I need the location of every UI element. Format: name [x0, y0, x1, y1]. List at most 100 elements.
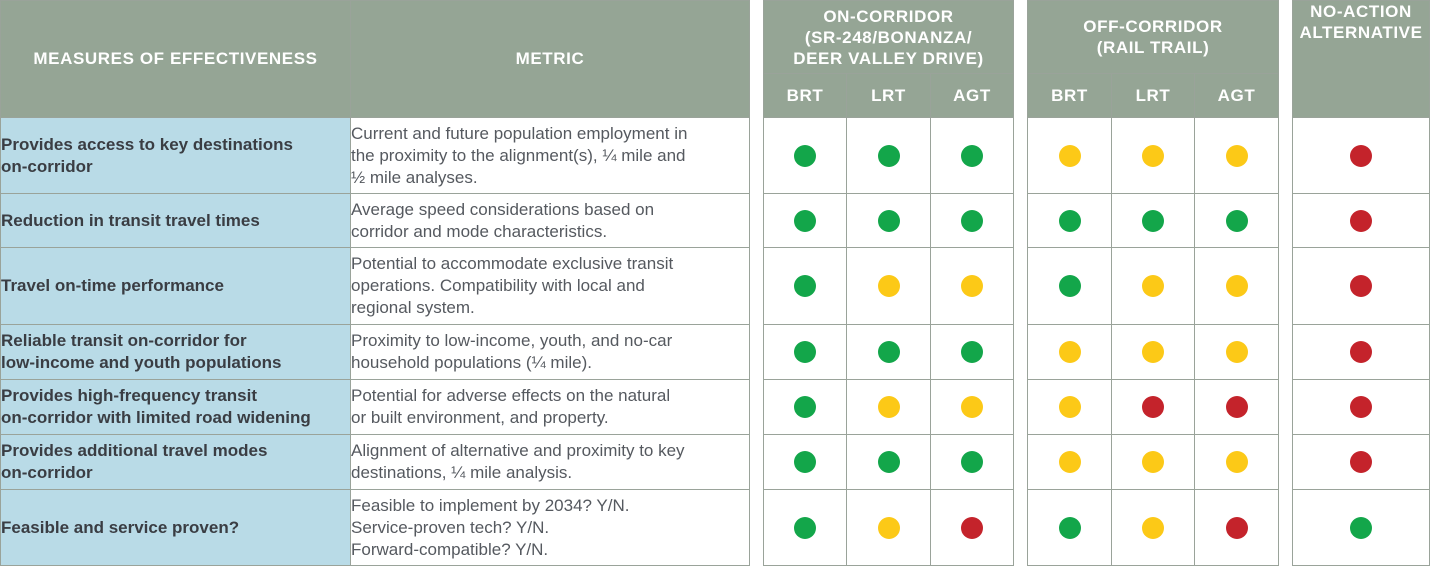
- no-action-subtitle: ALTERNATIVE: [1299, 23, 1423, 42]
- rating-dot-green: [877, 451, 900, 473]
- rating-dot-yellow: [1142, 516, 1164, 539]
- off-corridor-table: OFF-CORRIDOR (RAIL TRAIL) BRT LRT AGT: [1026, 0, 1280, 566]
- table-row: Provides additional travel modes on-corri…: [0, 434, 750, 490]
- on-brt-cell: [763, 193, 847, 248]
- on-brt-cell: [763, 247, 847, 325]
- rating-dot-red: [1350, 144, 1372, 167]
- metric-line: corridor and mode characteristics.: [351, 221, 608, 241]
- rating-dot-green: [794, 209, 816, 232]
- off-agt-cell: [1193, 489, 1280, 566]
- table-row: [763, 489, 1015, 566]
- on-agt-header: AGT: [929, 73, 1015, 118]
- rating-dot-yellow: [1058, 341, 1081, 363]
- rating-dot-green: [961, 451, 983, 473]
- metric-line: regional system.: [351, 298, 475, 317]
- off-agt-cell: [1193, 324, 1280, 380]
- on-brt-cell: [763, 117, 847, 194]
- metric-line: Potential for adverse effects on the nat…: [351, 386, 671, 405]
- measure-line: Provides additional travel modes: [1, 441, 268, 460]
- rating-dot-yellow: [1225, 451, 1248, 473]
- metric-line: Service-proven tech? Y/N.: [351, 517, 550, 537]
- off-agt-cell: [1193, 379, 1280, 435]
- off-lrt-cell: [1111, 247, 1195, 325]
- rating-dot-yellow: [1058, 144, 1081, 167]
- measure-line: on-corridor with limited road widening: [1, 408, 311, 427]
- no-action-cell: [1292, 193, 1430, 248]
- on-lrt-cell: [846, 117, 931, 194]
- no-action-title: NO-ACTION: [1310, 2, 1412, 21]
- off-agt-header: AGT: [1193, 73, 1280, 118]
- measure-cell: Feasible and service proven?: [0, 489, 351, 566]
- metric-header: METRIC: [350, 0, 750, 118]
- no-action-cell: [1292, 434, 1430, 490]
- metric-line: Forward-compatible? Y/N.: [351, 539, 549, 559]
- metric-line: Potential to accommodate exclusive trans…: [351, 254, 674, 273]
- measure-line: Provides access to key destinations: [1, 134, 293, 154]
- metric-line: ½ mile analyses.: [351, 167, 478, 187]
- rating-dot-green: [961, 341, 983, 363]
- metric-line: Alignment of alternative and proximity t…: [351, 441, 685, 460]
- on-agt-cell: [929, 193, 1015, 248]
- table-row: Reduction in transit travel times Average…: [0, 193, 750, 248]
- on-lrt-cell: [846, 379, 931, 435]
- rating-dot-red: [1350, 396, 1372, 418]
- rating-dot-yellow: [961, 396, 983, 418]
- table-row: Provides access to key destinations on-co…: [0, 117, 750, 194]
- on-corridor-table: ON-CORRIDOR (SR-248/BONANZA/ DEER VALLEY…: [762, 0, 1015, 566]
- off-brt-cell: [1027, 489, 1112, 566]
- measure-cell: Reliable transit on-corridor for low-inco…: [0, 324, 351, 380]
- table-row: [1027, 379, 1280, 435]
- rating-dot-yellow: [1142, 451, 1164, 473]
- rating-dot-green: [1058, 275, 1081, 297]
- measure-line: Provides high-frequency transit: [1, 386, 257, 405]
- rating-dot-green: [794, 144, 816, 167]
- on-agt-cell: [929, 117, 1015, 194]
- on-corridor-subtitle-1: (SR-248/BONANZA/: [804, 27, 973, 47]
- rating-dot-green: [794, 451, 816, 473]
- rating-dot-green: [1350, 516, 1372, 539]
- table-row: [1027, 434, 1280, 490]
- off-agt-cell: [1193, 193, 1280, 248]
- rating-dot-yellow: [877, 396, 900, 418]
- on-corridor-header: ON-CORRIDOR (SR-248/BONANZA/ DEER VALLEY…: [762, 0, 1015, 74]
- off-lrt-cell: [1111, 489, 1195, 566]
- rating-dot-green: [1225, 209, 1248, 232]
- metric-line: operations. Compatibility with local and: [351, 276, 645, 295]
- off-brt-cell: [1027, 247, 1112, 325]
- rating-dot-green: [1058, 516, 1081, 539]
- off-lrt-cell: [1111, 117, 1195, 194]
- off-lrt-cell: [1111, 324, 1195, 380]
- on-brt-cell: [763, 379, 847, 435]
- off-agt-cell: [1193, 117, 1280, 194]
- no-action-table: NO-ACTION ALTERNATIVE: [1292, 0, 1430, 566]
- rating-dot-yellow: [877, 275, 900, 297]
- rating-dot-green: [794, 396, 816, 418]
- metric-cell: Potential for adverse effects on the nat…: [350, 379, 750, 435]
- rating-dot-red: [1225, 396, 1248, 418]
- off-brt-cell: [1027, 193, 1112, 248]
- metric-line: the proximity to the alignment(s), ¼ mil…: [351, 145, 686, 165]
- rating-dot-yellow: [1142, 144, 1164, 167]
- rating-dot-yellow: [961, 275, 983, 297]
- on-brt-header: BRT: [763, 73, 847, 118]
- on-agt-cell: [929, 324, 1015, 380]
- measure-line: Feasible and service proven?: [1, 517, 240, 537]
- on-lrt-header: LRT: [846, 73, 931, 118]
- on-lrt-cell: [846, 324, 931, 380]
- off-brt-header: BRT: [1027, 73, 1112, 118]
- table-row: [763, 193, 1015, 248]
- off-brt-cell: [1027, 117, 1112, 194]
- metric-line: destinations, ¼ mile analysis.: [351, 463, 573, 482]
- off-corridor-subtitle: (RAIL TRAIL): [1096, 38, 1210, 57]
- table-row: [1027, 489, 1280, 566]
- rating-dot-green: [1058, 209, 1081, 232]
- off-brt-cell: [1027, 434, 1112, 490]
- metric-cell: Proximity to low-income, youth, and no-c…: [350, 324, 750, 380]
- on-lrt-cell: [846, 247, 931, 325]
- on-lrt-cell: [846, 489, 931, 566]
- table-row: Reliable transit on-corridor for low-inco…: [0, 324, 750, 380]
- metric-cell: Current and future population employment…: [350, 117, 750, 194]
- rating-dot-yellow: [1058, 451, 1081, 473]
- off-corridor-title: OFF-CORRIDOR: [1083, 17, 1223, 36]
- off-agt-cell: [1193, 247, 1280, 325]
